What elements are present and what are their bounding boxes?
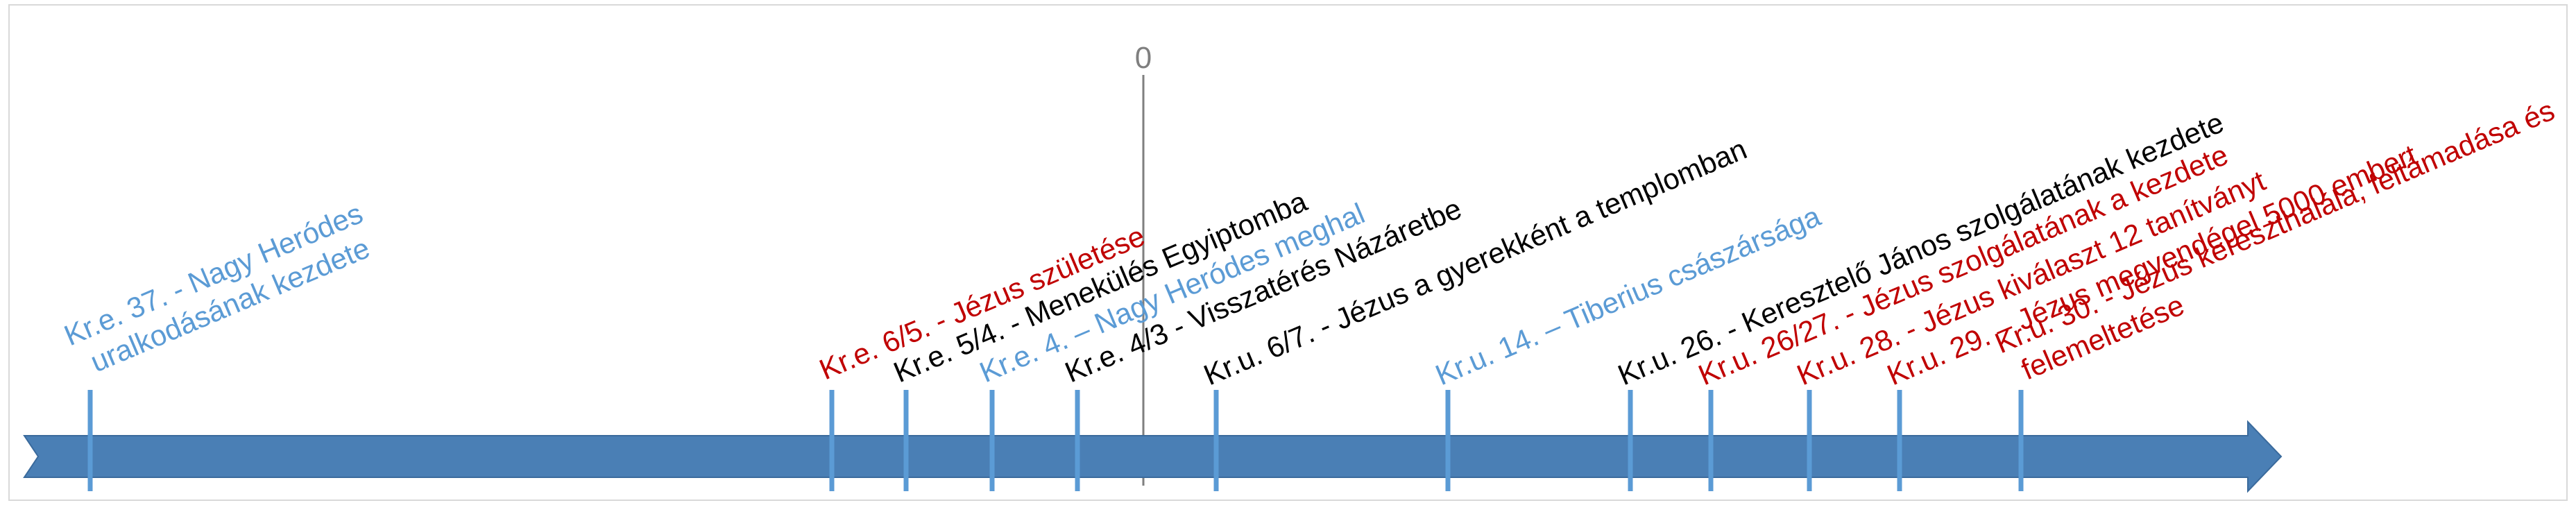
timeline-arrow [23,420,2283,493]
event-labels: Kr.e. 37. - Nagy Heródesuralkodásának ke… [60,94,2559,392]
event-label-nagy-herodes-uralkodas: Kr.e. 37. - Nagy Heródesuralkodásának ke… [60,196,381,384]
event-ticks [87,390,2024,491]
zero-label: 0 [1135,41,1152,75]
diagram-frame [8,4,2568,501]
